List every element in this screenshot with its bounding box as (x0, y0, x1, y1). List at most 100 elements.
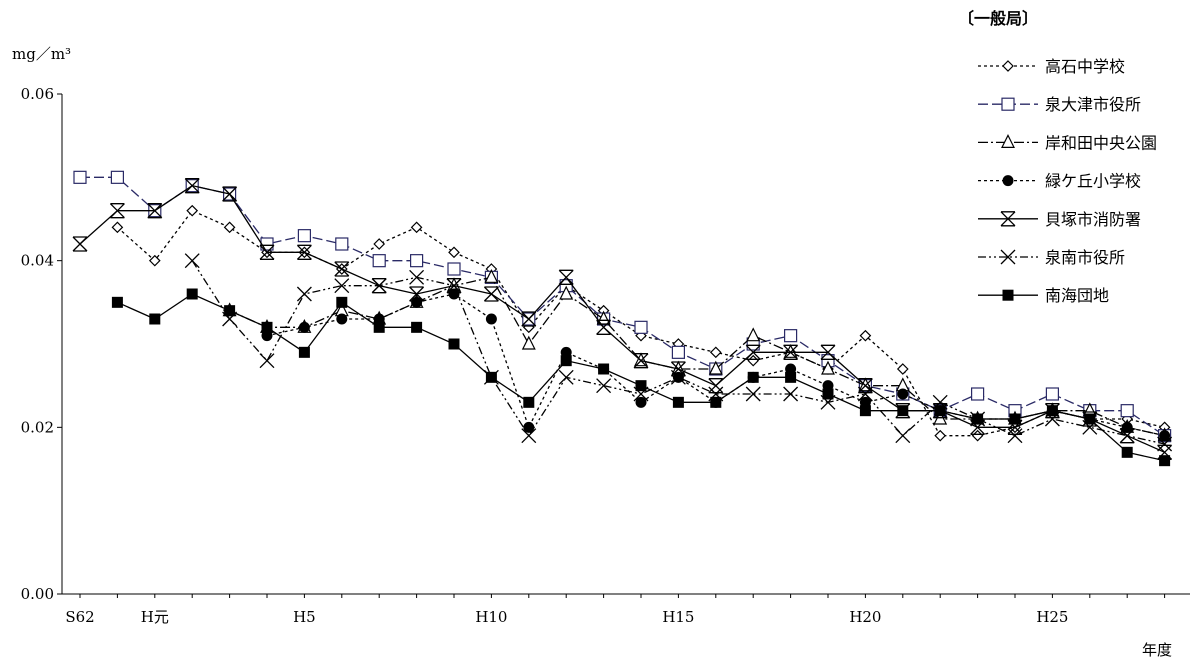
data-point-x (1119, 428, 1135, 444)
axes: 0.00 0.02 0.04 0.06 S62 H元 H5 H10 H15 H20 H25 (21, 85, 1190, 626)
data-point-triangle (634, 352, 648, 367)
data-point-square-open (372, 254, 386, 268)
data-point-x (895, 428, 911, 444)
data-point-asterisk (184, 178, 200, 194)
data-point-asterisk (259, 244, 275, 260)
legend-label: 泉大津市役所 (1045, 95, 1141, 114)
data-point-square-filled (859, 405, 871, 417)
data-point-triangle (746, 327, 761, 342)
data-point-x (1157, 436, 1173, 452)
data-point-square-filled (1121, 446, 1133, 458)
data-point-diamond (896, 363, 909, 375)
data-point-square-open (1001, 97, 1015, 111)
series-line (229, 276, 1165, 437)
data-point-asterisk (783, 344, 799, 360)
data-point-circle (822, 380, 834, 392)
x-tick-label: H15 (662, 608, 694, 626)
data-point-circle (373, 313, 385, 325)
data-point-triangle (783, 343, 798, 358)
data-point-square-filled (298, 346, 310, 358)
data-point-square-filled (822, 388, 834, 400)
series-line (79, 184, 1165, 453)
legend-item: 南海団地 (978, 286, 1109, 305)
data-point-square-filled (1002, 289, 1014, 301)
x-tick-label: H10 (475, 608, 507, 626)
data-point-square-open (410, 254, 424, 268)
data-point-asterisk (633, 353, 649, 369)
data-point-x (1000, 249, 1016, 265)
data-point-square-filled (186, 288, 198, 300)
data-point-triangle (708, 360, 723, 375)
data-point-circle (1002, 175, 1014, 187)
data-point-square-filled (336, 296, 348, 308)
legend-item: 高石中学校 (978, 57, 1125, 76)
data-point-asterisk (708, 378, 724, 394)
data-point-square-filled (261, 321, 273, 333)
data-point-diamond (934, 429, 947, 442)
data-point-triangle (521, 335, 536, 350)
data-point-circle (336, 313, 348, 325)
data-point-square-filled (747, 371, 759, 383)
data-point-x (670, 369, 686, 385)
data-point-x (596, 378, 612, 394)
data-point-asterisk (670, 361, 686, 377)
data-point-square-open (110, 170, 125, 184)
data-point-circle (261, 330, 273, 342)
data-point-diamond (971, 429, 984, 442)
data-point-circle (485, 313, 497, 325)
data-point-x (521, 428, 537, 444)
x-tick-label: H20 (849, 608, 881, 626)
data-point-circle (897, 388, 909, 400)
data-point-asterisk (334, 261, 350, 277)
data-point-asterisk (222, 186, 238, 202)
data-point-square-filled (1009, 413, 1021, 425)
data-point-asterisk (109, 203, 125, 219)
data-point-asterisk (745, 344, 761, 360)
y-tick-label: 0.02 (21, 418, 54, 436)
data-point-x (334, 278, 350, 294)
data-point-x (184, 253, 200, 269)
data-point-triangle (821, 360, 835, 375)
data-point-square-filled (1159, 455, 1171, 467)
data-point-asterisk (1000, 211, 1016, 227)
data-point-square-filled (897, 405, 909, 417)
data-point-triangle (559, 285, 574, 300)
data-point-circle (523, 421, 535, 433)
x-tick-label: S62 (65, 608, 94, 626)
x-tick-label: H元 (141, 608, 169, 626)
series-line (117, 293, 1165, 462)
data-point-square-filled (934, 405, 946, 417)
series-layer (72, 170, 1173, 467)
data-point-diamond (186, 204, 199, 217)
data-point-square-open (447, 262, 461, 276)
data-point-circle (1121, 421, 1133, 433)
data-point-diamond (747, 354, 760, 367)
data-point-square-open (634, 320, 648, 334)
data-point-x (409, 269, 425, 285)
series-line (80, 176, 1165, 437)
data-point-square-filled (710, 396, 722, 408)
data-point-square-filled (448, 338, 460, 350)
data-point-circle (411, 296, 423, 308)
y-tick-label: 0.00 (21, 585, 54, 603)
data-point-asterisk (72, 236, 88, 252)
data-point-diamond (1002, 60, 1014, 72)
data-point-square-open (1045, 387, 1060, 401)
data-point-asterisk (521, 311, 537, 327)
data-point-triangle (596, 310, 611, 325)
legend-label: 緑ケ丘小学校 (1045, 172, 1141, 191)
legend-label: 南海団地 (1045, 286, 1109, 305)
x-tick-label: H5 (293, 608, 316, 626)
legend-label: 貝塚市消防署 (1045, 210, 1141, 229)
legend-item: 貝塚市消防署 (978, 210, 1141, 229)
data-point-diamond (859, 329, 872, 342)
data-point-diamond (148, 254, 161, 267)
data-point-square-open (73, 170, 87, 184)
data-point-square-filled (485, 371, 497, 383)
y-tick-label: 0.04 (21, 252, 54, 270)
data-point-square-open (335, 237, 349, 251)
legend-label: 岸和田中央公園 (1045, 133, 1157, 152)
series-2 (222, 268, 1172, 442)
